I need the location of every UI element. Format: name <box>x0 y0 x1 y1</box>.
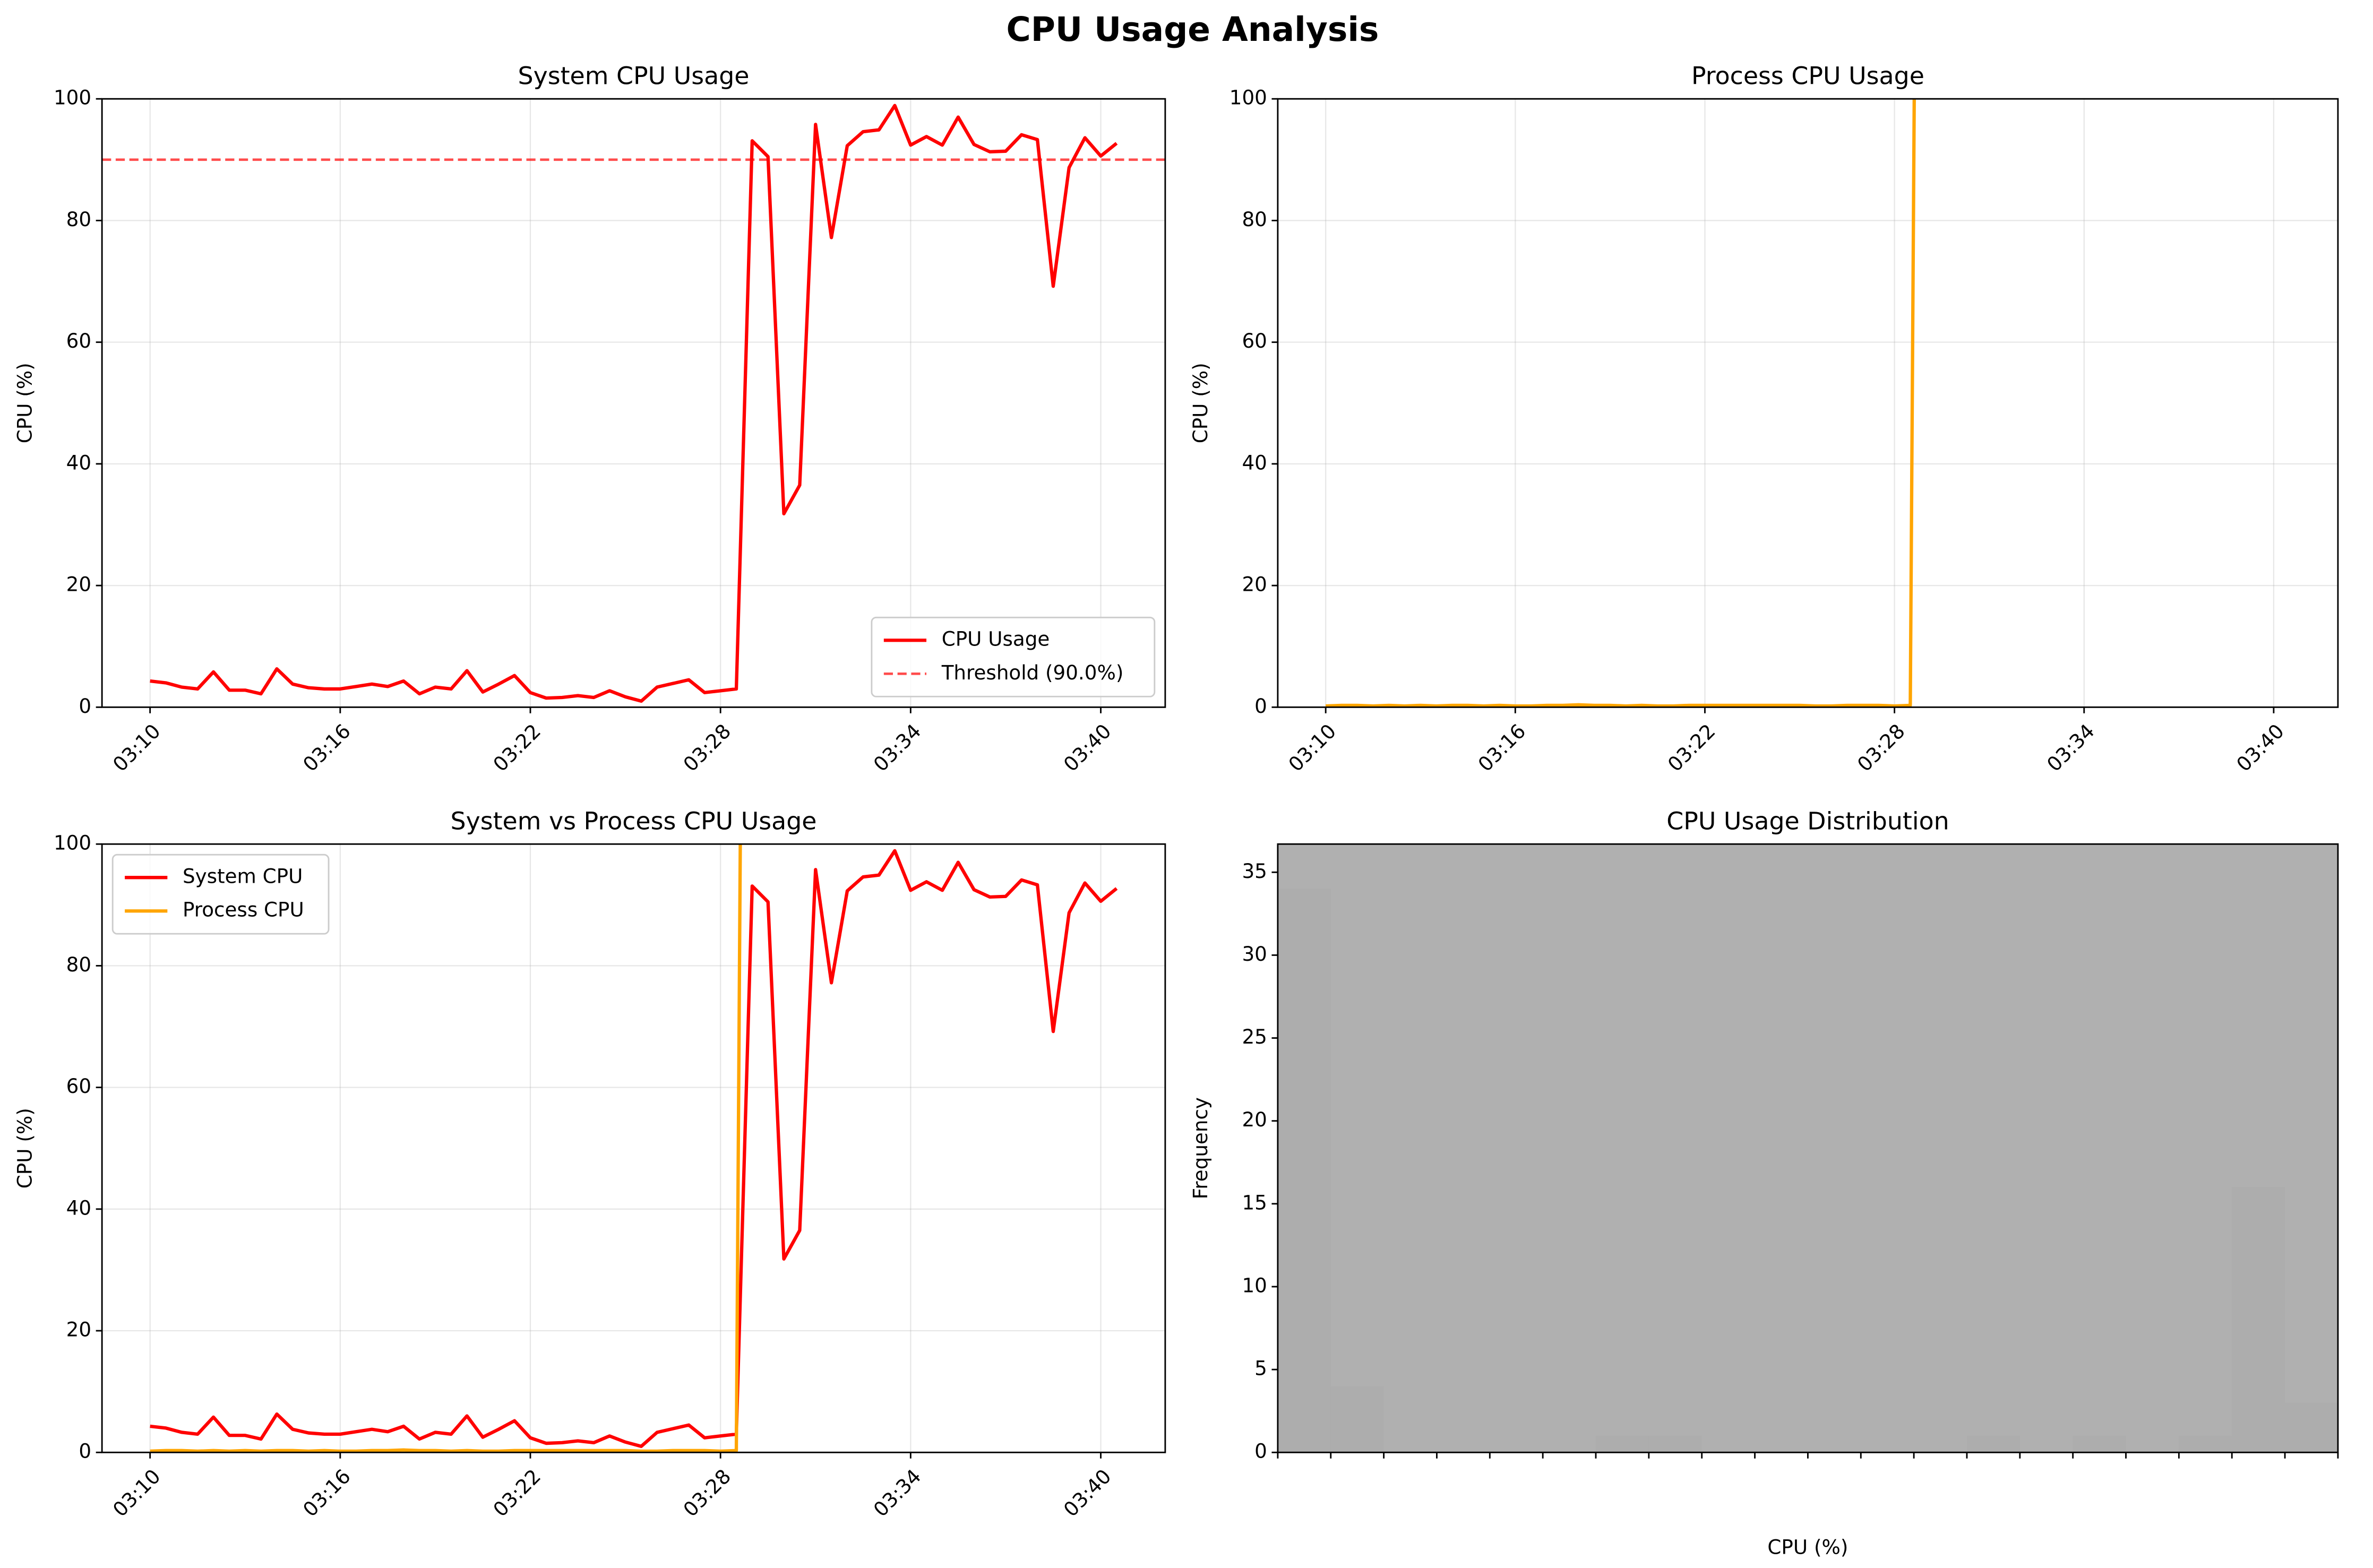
y-tick-label: 5 <box>1254 1357 1267 1380</box>
legend-box <box>111 854 330 935</box>
data-line <box>150 104 1118 703</box>
y-tick-label: 20 <box>66 1318 91 1341</box>
y-tick-label: 40 <box>1242 451 1267 474</box>
y-tick-label: 40 <box>66 451 91 474</box>
subplot-title: CPU Usage Distribution <box>1666 807 1949 835</box>
histogram-bar <box>2179 1436 2232 1453</box>
y-tick-label: 80 <box>66 208 91 231</box>
data-line <box>150 844 742 1453</box>
y-tick-label: 0 <box>1254 694 1267 718</box>
y-tick-label: 25 <box>1242 1025 1267 1048</box>
histogram-bar <box>2285 1402 2338 1453</box>
y-axis-label: CPU (%) <box>13 1108 36 1188</box>
data-line <box>150 849 1118 1448</box>
y-tick-label: 10 <box>1242 1273 1267 1297</box>
y-tick-label: 100 <box>54 831 91 855</box>
histogram-bar <box>1596 1436 1649 1453</box>
y-tick-label: 80 <box>66 953 91 976</box>
legend-label: CPU Usage <box>942 627 1050 651</box>
data-line <box>1326 99 1916 708</box>
y-tick-label: 0 <box>79 694 91 718</box>
y-tick-label: 60 <box>66 1074 91 1098</box>
y-tick-label: 0 <box>1254 1440 1267 1463</box>
y-tick-label: 20 <box>1242 1108 1267 1131</box>
axes-frame <box>101 843 1166 1453</box>
axes-frame <box>101 98 1166 708</box>
legend-label: Threshold (90.0%) <box>941 661 1124 684</box>
axes-background <box>1277 844 2338 1453</box>
histogram-bar <box>1277 889 1331 1453</box>
legend-box <box>871 616 1156 697</box>
subplot-title: System CPU Usage <box>518 62 750 90</box>
figure-title: CPU Usage Analysis <box>1006 10 1379 49</box>
histogram-bar <box>2073 1436 2126 1453</box>
y-tick-label: 35 <box>1242 859 1267 883</box>
y-axis-label: CPU (%) <box>13 363 36 443</box>
y-tick-label: 20 <box>1242 573 1267 596</box>
histogram-bar <box>2232 1187 2285 1453</box>
legend-label: Process CPU <box>183 898 304 921</box>
y-tick-label: 80 <box>1242 208 1267 231</box>
x-axis-label: CPU (%) <box>1767 1535 1848 1558</box>
subplot-title: Process CPU Usage <box>1691 62 1924 90</box>
y-tick-label: 40 <box>66 1196 91 1219</box>
legend-label: System CPU <box>183 865 303 888</box>
axes-frame <box>1277 98 2339 708</box>
y-tick-label: 15 <box>1242 1191 1267 1214</box>
y-tick-label: 30 <box>1242 942 1267 966</box>
histogram-bar <box>1966 1436 2020 1453</box>
y-axis-label: Frequency <box>1189 1097 1212 1199</box>
axes-frame <box>1277 843 2339 1453</box>
y-tick-label: 100 <box>54 86 91 109</box>
histogram-bar <box>1330 1386 1384 1453</box>
y-tick-label: 0 <box>79 1440 91 1463</box>
y-tick-label: 20 <box>66 573 91 596</box>
y-tick-label: 60 <box>1242 329 1267 352</box>
y-axis-label: CPU (%) <box>1189 363 1212 443</box>
y-tick-label: 100 <box>1230 86 1267 109</box>
y-tick-label: 60 <box>66 329 91 352</box>
subplot-title: System vs Process CPU Usage <box>451 807 817 835</box>
histogram-bar <box>1648 1436 1702 1453</box>
